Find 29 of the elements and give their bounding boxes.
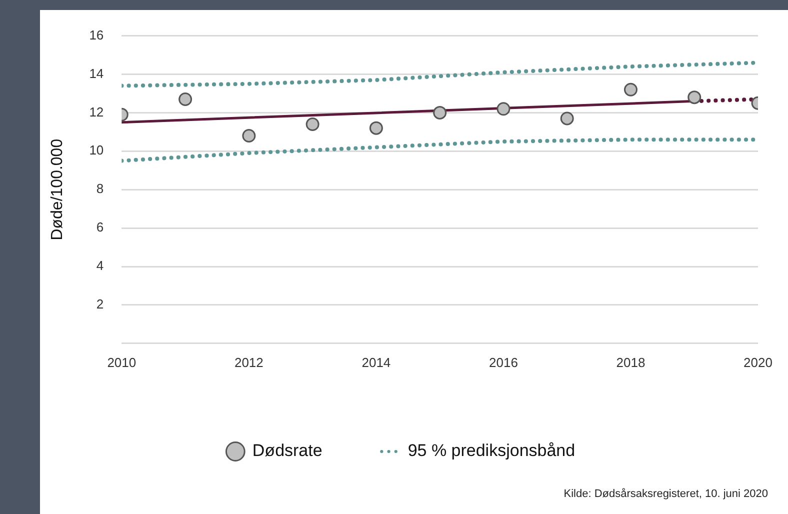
- y-tick-label: 12: [89, 104, 104, 120]
- x-tick-label: 2010: [107, 354, 136, 370]
- x-tick-label: 2020: [744, 354, 772, 370]
- y-tick-label: 8: [96, 181, 104, 196]
- point: [306, 117, 320, 131]
- x-tick-label: 2014: [362, 354, 391, 370]
- legend-label: 95 % prediksjonsbånd: [408, 441, 576, 460]
- y-tick-label: 2: [96, 296, 104, 312]
- point: [688, 90, 702, 104]
- y-axis-title: Døde/100.000: [49, 138, 66, 240]
- point: [369, 121, 383, 135]
- legend-label: Dødsrate: [252, 441, 322, 460]
- point: [178, 92, 192, 106]
- y-tick-label: 6: [96, 220, 104, 235]
- x-tick-label: 2018: [616, 354, 646, 370]
- line-series: [122, 60, 758, 88]
- y-tick-label: 4: [96, 258, 104, 274]
- point: [496, 102, 510, 116]
- point: [242, 129, 256, 143]
- line-series: [122, 138, 758, 163]
- x-tick-label: 2012: [234, 354, 264, 370]
- y-tick-label: 14: [89, 66, 104, 81]
- x-tick-label: 2016: [489, 354, 518, 370]
- point: [560, 112, 574, 126]
- y-tick-label: 10: [89, 142, 104, 158]
- y-tick-label: 16: [89, 27, 104, 42]
- text: Kilde: Dødsårsaksregisteret, 10. juni 2020: [564, 488, 768, 500]
- point: [433, 106, 447, 120]
- point: [624, 82, 638, 96]
